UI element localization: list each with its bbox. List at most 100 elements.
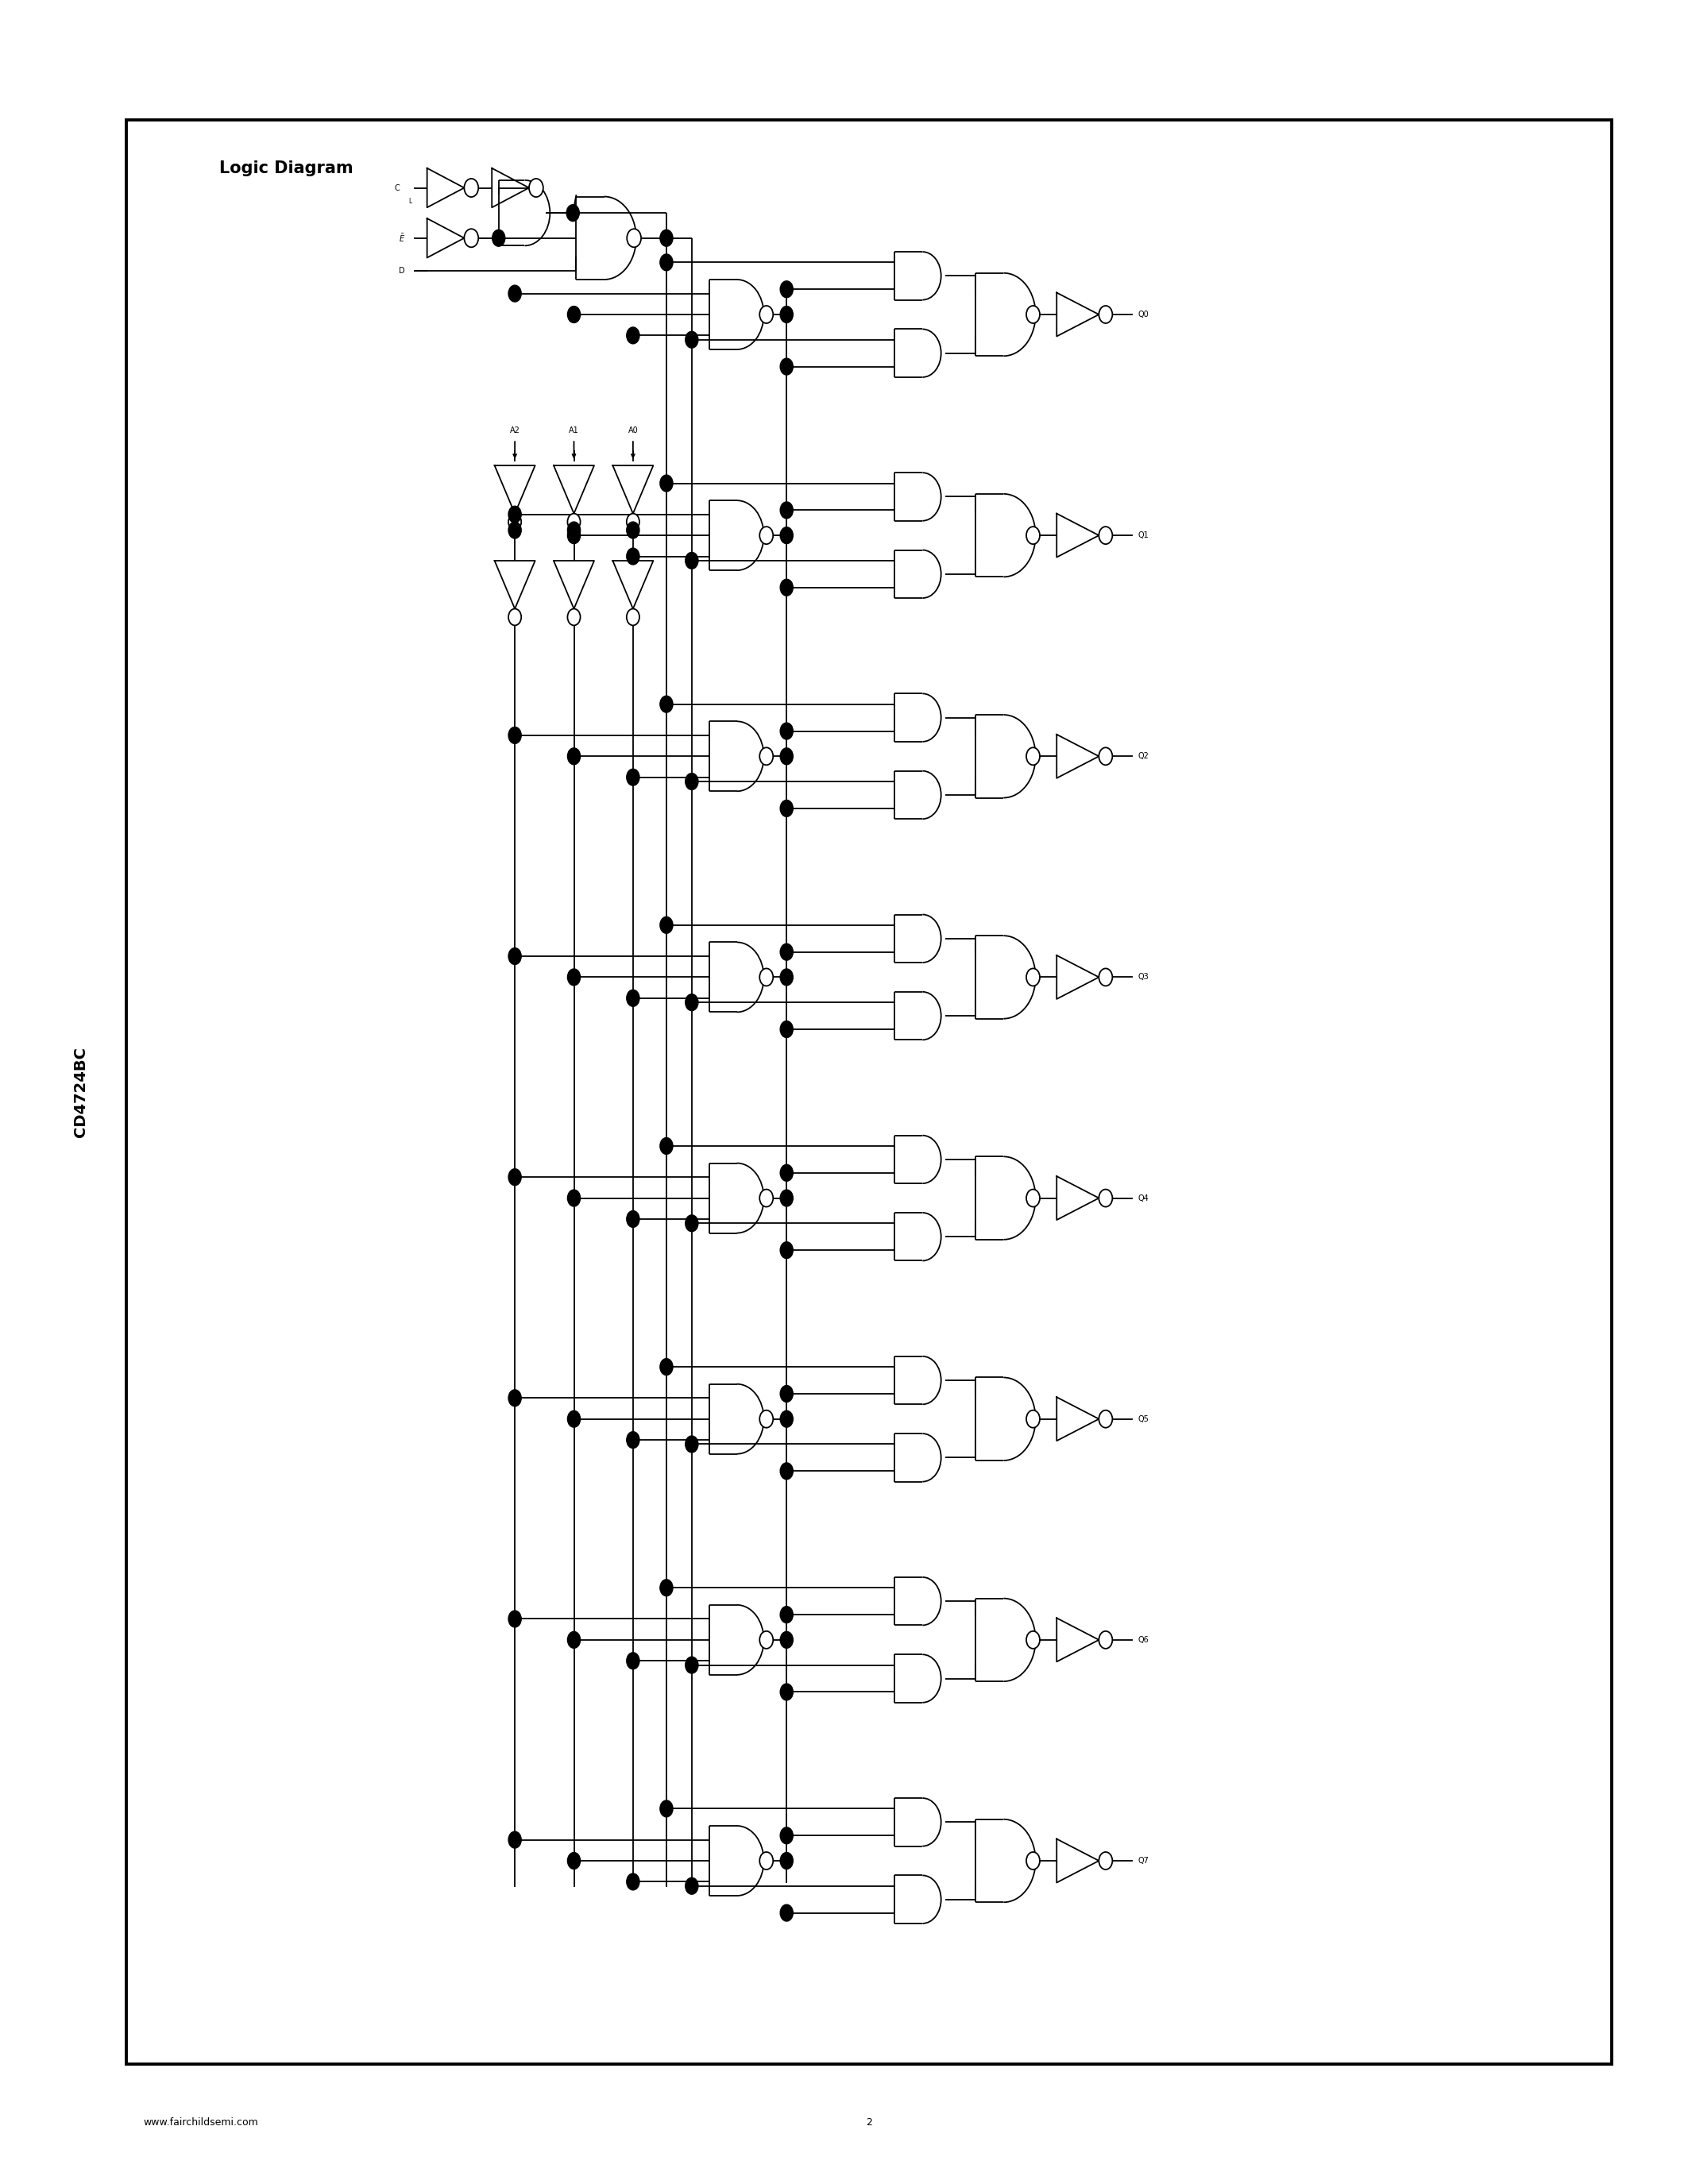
Circle shape xyxy=(626,513,640,531)
Circle shape xyxy=(685,1878,699,1894)
Circle shape xyxy=(780,579,793,596)
Circle shape xyxy=(760,1190,773,1208)
Bar xyxy=(127,120,1612,2064)
Text: A2: A2 xyxy=(510,426,520,435)
Circle shape xyxy=(567,526,581,544)
Text: www.fairchildsemi.com: www.fairchildsemi.com xyxy=(143,2118,258,2127)
Circle shape xyxy=(567,1411,581,1428)
Circle shape xyxy=(567,513,581,531)
Circle shape xyxy=(760,1852,773,1870)
Circle shape xyxy=(626,229,641,247)
Circle shape xyxy=(685,1435,699,1452)
Circle shape xyxy=(1099,1190,1112,1208)
Circle shape xyxy=(508,727,522,743)
Text: A1: A1 xyxy=(569,426,579,435)
Circle shape xyxy=(780,1243,793,1258)
Circle shape xyxy=(660,1358,674,1376)
Circle shape xyxy=(508,522,522,539)
Circle shape xyxy=(567,609,581,625)
Circle shape xyxy=(567,522,581,539)
Circle shape xyxy=(780,943,793,961)
Circle shape xyxy=(780,306,793,323)
Circle shape xyxy=(626,989,640,1007)
Circle shape xyxy=(508,513,522,531)
Circle shape xyxy=(760,1411,773,1428)
Text: CD4724BC: CD4724BC xyxy=(74,1046,88,1138)
Circle shape xyxy=(1026,968,1040,985)
Circle shape xyxy=(685,553,699,568)
Circle shape xyxy=(567,1852,581,1870)
Circle shape xyxy=(760,1631,773,1649)
Circle shape xyxy=(464,179,478,197)
Circle shape xyxy=(780,282,793,297)
Circle shape xyxy=(464,229,478,247)
Circle shape xyxy=(685,1214,699,1232)
Circle shape xyxy=(567,1190,581,1206)
Circle shape xyxy=(685,773,699,791)
Circle shape xyxy=(508,1389,522,1406)
Text: $\bar{E}$: $\bar{E}$ xyxy=(398,232,405,245)
Circle shape xyxy=(660,253,674,271)
Circle shape xyxy=(493,229,505,247)
Circle shape xyxy=(1026,1631,1040,1649)
Circle shape xyxy=(508,1168,522,1186)
Circle shape xyxy=(1026,526,1040,544)
Circle shape xyxy=(1026,306,1040,323)
Circle shape xyxy=(780,799,793,817)
Circle shape xyxy=(1099,306,1112,323)
Circle shape xyxy=(660,1800,674,1817)
Circle shape xyxy=(1026,1411,1040,1428)
Circle shape xyxy=(760,526,773,544)
Circle shape xyxy=(760,306,773,323)
Circle shape xyxy=(1026,747,1040,764)
Circle shape xyxy=(508,1832,522,1848)
Circle shape xyxy=(567,970,581,985)
Text: A0: A0 xyxy=(628,426,638,435)
Circle shape xyxy=(780,1904,793,1922)
Text: 2: 2 xyxy=(866,2118,873,2127)
Text: D: D xyxy=(398,266,405,275)
Circle shape xyxy=(567,306,581,323)
Text: Q2: Q2 xyxy=(1138,751,1150,760)
Circle shape xyxy=(528,179,544,197)
Circle shape xyxy=(626,522,640,539)
Circle shape xyxy=(626,1653,640,1669)
Circle shape xyxy=(1099,747,1112,764)
Circle shape xyxy=(626,1874,640,1889)
Circle shape xyxy=(626,1210,640,1227)
Circle shape xyxy=(508,507,522,522)
Circle shape xyxy=(760,747,773,764)
Circle shape xyxy=(780,1631,793,1649)
Circle shape xyxy=(660,229,674,247)
Circle shape xyxy=(780,526,793,544)
Circle shape xyxy=(780,1190,793,1206)
Text: Q6: Q6 xyxy=(1138,1636,1148,1645)
Circle shape xyxy=(780,1385,793,1402)
Circle shape xyxy=(1099,968,1112,985)
Text: Q7: Q7 xyxy=(1138,1856,1150,1865)
Circle shape xyxy=(567,1631,581,1649)
Circle shape xyxy=(508,1610,522,1627)
Circle shape xyxy=(780,1411,793,1428)
Circle shape xyxy=(1099,1631,1112,1649)
Text: Q0: Q0 xyxy=(1138,310,1148,319)
Circle shape xyxy=(626,1433,640,1448)
Text: Q4: Q4 xyxy=(1138,1195,1148,1201)
Text: Q3: Q3 xyxy=(1138,974,1148,981)
Circle shape xyxy=(780,1164,793,1182)
Circle shape xyxy=(1099,1411,1112,1428)
Circle shape xyxy=(685,332,699,347)
Circle shape xyxy=(660,1138,674,1155)
Circle shape xyxy=(508,286,522,301)
Text: Logic Diagram: Logic Diagram xyxy=(219,159,353,177)
Circle shape xyxy=(1099,1852,1112,1870)
Circle shape xyxy=(780,1020,793,1037)
Text: C: C xyxy=(395,183,400,192)
Circle shape xyxy=(660,1579,674,1597)
Text: Q1: Q1 xyxy=(1138,531,1148,539)
Text: Q5: Q5 xyxy=(1138,1415,1150,1424)
Circle shape xyxy=(567,205,579,221)
Circle shape xyxy=(685,994,699,1011)
Circle shape xyxy=(1026,1852,1040,1870)
Circle shape xyxy=(626,609,640,625)
